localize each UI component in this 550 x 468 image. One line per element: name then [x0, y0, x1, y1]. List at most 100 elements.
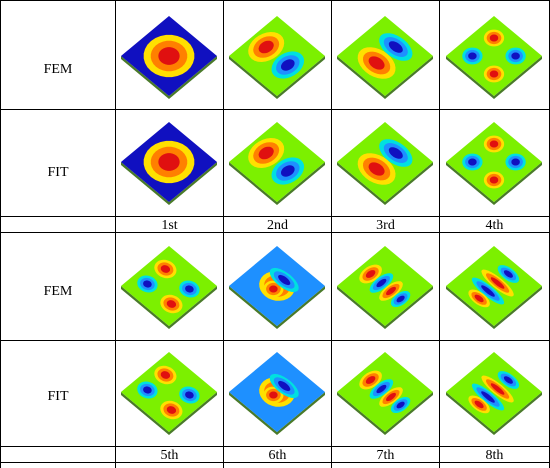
plate-surface	[121, 16, 217, 99]
mode-shape-fit-2nd	[225, 116, 329, 210]
mode-lobe	[281, 59, 295, 71]
mode-lobe	[143, 280, 152, 288]
mode-shape-fem-6th	[225, 240, 329, 334]
mode-lobe	[503, 376, 513, 384]
mode-lobe	[490, 277, 505, 289]
plate-surface	[337, 246, 433, 329]
mode-lobe	[489, 176, 499, 184]
plate-base	[121, 246, 217, 326]
mode-lobe	[474, 294, 484, 303]
mode-lobe	[365, 376, 376, 384]
mode-lobe	[160, 371, 170, 379]
mode-caption-6th: 6th	[268, 448, 287, 463]
mode-lobe	[368, 162, 385, 176]
mode-lobe	[269, 285, 278, 293]
mode-lobe	[490, 383, 505, 395]
mode-shape-fit-7th	[333, 346, 437, 440]
plate-surface	[446, 16, 542, 99]
table-divider-row5	[0, 446, 550, 447]
mode-lobe	[278, 380, 291, 392]
mode-lobe	[489, 140, 499, 148]
mode-lobe	[396, 295, 405, 303]
mode-lobe	[166, 406, 176, 414]
mode-shape-fem-8th	[442, 240, 546, 334]
mode-caption-7th: 7th	[376, 448, 395, 463]
mode-shape-fit-4th	[442, 116, 546, 210]
mode-lobe	[396, 401, 405, 409]
mode-lobe	[481, 391, 495, 403]
mode-lobe	[386, 392, 396, 402]
table-border-top	[0, 0, 550, 1]
mode-lobe	[376, 278, 387, 288]
table-divider-row1	[0, 109, 550, 110]
row-label-fem-top: FEM	[43, 62, 73, 77]
mode-lobe	[481, 285, 495, 297]
mode-lobe	[185, 285, 194, 293]
mode-lobe	[158, 47, 180, 65]
mode-lobe	[269, 391, 278, 399]
plate-surface	[337, 122, 433, 205]
plate-surface	[229, 246, 325, 329]
mode-caption-8th: 8th	[485, 448, 504, 463]
mode-lobe	[386, 286, 396, 296]
plate-surface	[229, 16, 325, 99]
mode-lobe	[511, 52, 520, 60]
plate-base	[446, 122, 542, 202]
plate-surface	[229, 352, 325, 435]
table-border-left	[0, 0, 1, 468]
mode-lobe	[511, 158, 520, 166]
plate-surface	[121, 352, 217, 435]
table-divider-col3	[331, 0, 332, 468]
plate-surface	[446, 246, 542, 329]
mode-lobe	[388, 147, 403, 159]
mode-shape-fem-4th	[442, 10, 546, 104]
mode-lobe	[258, 40, 274, 54]
table-divider-col1	[115, 0, 116, 468]
plate-surface	[446, 352, 542, 435]
mode-lobe	[258, 146, 274, 160]
mode-lobe	[281, 165, 295, 177]
mode-lobe	[185, 391, 194, 399]
mode-shape-fit-1st	[117, 116, 221, 210]
mode-lobe	[166, 300, 176, 308]
mode-lobe	[489, 34, 499, 42]
mode-lobe	[388, 41, 403, 53]
mode-shape-fem-5th	[117, 240, 221, 334]
mode-shape-fit-6th	[225, 346, 329, 440]
table-divider-col2	[223, 0, 224, 468]
mode-caption-3rd: 3rd	[376, 218, 395, 233]
row-label-fem-bottom: FEM	[43, 284, 73, 299]
mode-shape-fem-3rd	[333, 10, 437, 104]
table-border-bottom	[0, 462, 550, 463]
mode-lobe	[143, 386, 152, 394]
mode-lobe	[489, 70, 499, 78]
plate-surface	[121, 246, 217, 329]
mode-shape-fit-5th	[117, 346, 221, 440]
mode-lobe	[158, 153, 180, 171]
mode-lobe	[468, 158, 477, 166]
mode-lobe	[376, 384, 387, 394]
plate-surface	[337, 352, 433, 435]
plate-base	[446, 16, 542, 96]
mode-lobe	[278, 274, 291, 286]
mode-caption-1st: 1st	[161, 218, 178, 233]
table-divider-row3	[0, 232, 550, 233]
plate-surface	[229, 122, 325, 205]
plate-surface	[446, 122, 542, 205]
mode-shape-fit-8th	[442, 346, 546, 440]
plate-surface	[337, 16, 433, 99]
mode-lobe	[160, 265, 170, 273]
mode-shape-fit-3rd	[333, 116, 437, 210]
plate-surface	[121, 122, 217, 205]
mode-shape-fem-1st	[117, 10, 221, 104]
mode-caption-4th: 4th	[485, 218, 504, 233]
mode-caption-2nd: 2nd	[267, 218, 288, 233]
mode-lobe	[468, 52, 477, 60]
mode-lobe	[365, 270, 376, 278]
mode-shape-fem-2nd	[225, 10, 329, 104]
mode-lobe	[503, 270, 513, 278]
table-divider-row2	[0, 216, 550, 217]
row-label-fit-top: FIT	[47, 165, 69, 180]
mode-lobe	[368, 56, 385, 70]
